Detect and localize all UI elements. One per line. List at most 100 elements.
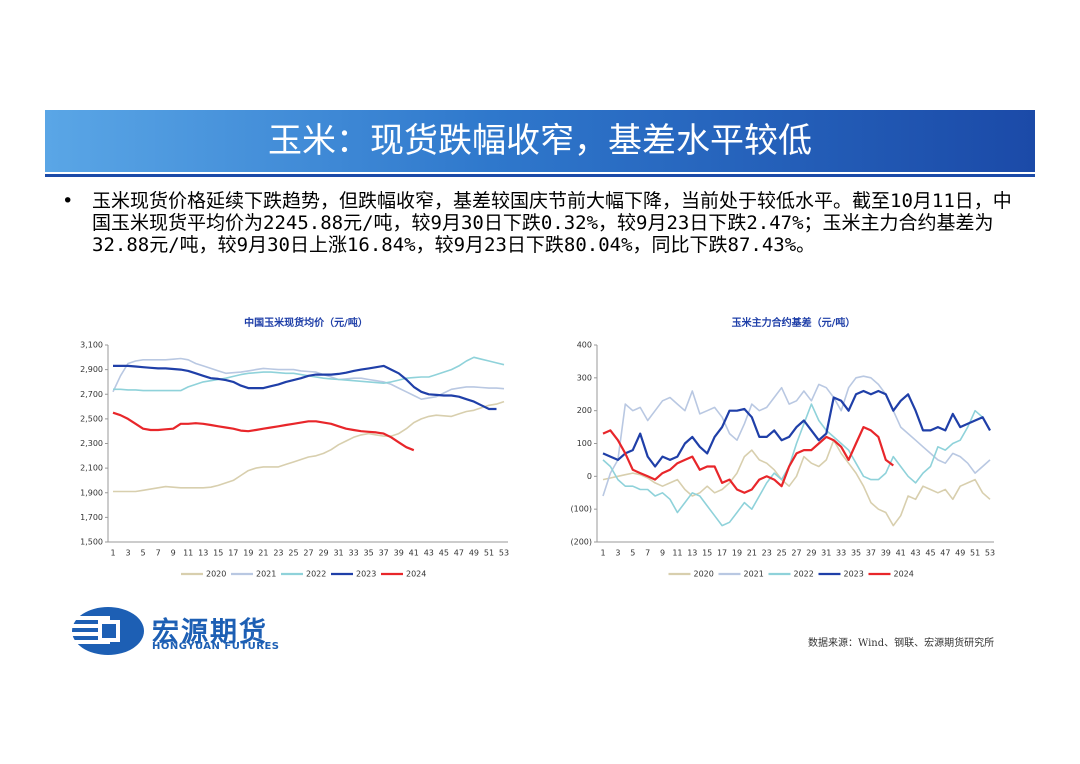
y-tick-label: 1,900: [80, 488, 103, 497]
chart-title: 中国玉米现货均价（元/吨）: [244, 316, 368, 329]
legend-label: 2020: [206, 570, 226, 579]
x-tick-label: 41: [896, 549, 906, 558]
legend-label: 2022: [794, 570, 814, 579]
y-tick-label: 2,900: [80, 365, 103, 374]
x-tick-label: 29: [806, 549, 816, 558]
title-banner: [45, 110, 1035, 172]
x-tick-label: 37: [379, 549, 389, 558]
series-line: [113, 364, 497, 411]
legend-label: 2024: [406, 570, 426, 579]
logo-name: 宏源期货: [152, 617, 268, 648]
x-tick-label: 7: [645, 549, 650, 558]
x-tick-label: 23: [762, 549, 772, 558]
x-tick-label: 53: [499, 549, 509, 558]
x-tick-label: 49: [469, 549, 479, 558]
y-tick-label: 300: [577, 373, 592, 382]
logo-name-en: HONGYUAN FUTURES: [152, 641, 280, 652]
series-line: [113, 356, 505, 392]
x-tick-label: 25: [777, 549, 787, 558]
x-tick-label: 47: [454, 549, 464, 558]
banner-rule: [45, 174, 1035, 177]
x-tick-label: 39: [881, 549, 891, 558]
x-tick-label: 15: [213, 549, 223, 558]
x-tick-label: 45: [439, 549, 449, 558]
x-tick-label: 21: [747, 549, 757, 558]
logo-icon: [72, 607, 144, 655]
slide-title: 玉米：现货跌幅收窄，基差水平较低: [268, 121, 812, 161]
x-tick-label: 1: [600, 549, 605, 558]
x-tick-label: 35: [851, 549, 861, 558]
x-tick-label: 9: [660, 549, 665, 558]
legend-label: 2024: [894, 570, 914, 579]
x-tick-label: 9: [171, 549, 176, 558]
x-tick-label: 53: [985, 549, 995, 558]
y-tick-label: (100): [570, 505, 592, 514]
x-tick-label: 45: [925, 549, 935, 558]
x-tick-label: 31: [333, 549, 343, 558]
x-tick-label: 3: [125, 549, 130, 558]
x-tick-label: 43: [424, 549, 434, 558]
x-tick-label: 15: [702, 549, 712, 558]
chart-title: 玉米主力合约基差（元/吨）: [732, 316, 856, 329]
x-tick-label: 13: [198, 549, 208, 558]
x-tick-label: 11: [672, 549, 682, 558]
legend-label: 2022: [306, 570, 326, 579]
x-tick-label: 47: [940, 549, 950, 558]
x-tick-label: 51: [484, 549, 494, 558]
x-tick-label: 41: [409, 549, 419, 558]
x-tick-label: 25: [288, 549, 298, 558]
legend-label: 2021: [744, 570, 764, 579]
y-tick-label: 2,500: [80, 414, 103, 423]
y-tick-label: 2,100: [80, 464, 103, 473]
x-tick-label: 27: [791, 549, 801, 558]
x-tick-label: 21: [258, 549, 268, 558]
x-tick-label: 31: [821, 549, 831, 558]
x-tick-label: 35: [364, 549, 374, 558]
x-tick-label: 49: [955, 549, 965, 558]
x-tick-label: 5: [630, 549, 635, 558]
y-tick-label: 200: [577, 406, 592, 415]
x-tick-label: 37: [866, 549, 876, 558]
x-tick-label: 43: [910, 549, 920, 558]
bullet-text: 玉米现货价格延续下跌趋势，但跌幅收窄，基差较国庆节前大幅下降，当前处于较低水平。…: [92, 190, 1012, 256]
x-tick-label: 1: [110, 549, 115, 558]
x-tick-label: 33: [349, 549, 359, 558]
legend-label: 2023: [356, 570, 376, 579]
x-tick-label: 7: [156, 549, 161, 558]
x-tick-label: 27: [303, 549, 313, 558]
series-line: [602, 375, 991, 497]
x-tick-label: 33: [836, 549, 846, 558]
y-tick-label: 1,500: [80, 538, 103, 547]
x-tick-label: 19: [732, 549, 742, 558]
y-tick-label: 100: [577, 439, 592, 448]
y-tick-label: (200): [570, 538, 592, 547]
y-tick-label: 400: [577, 341, 592, 350]
bullet-point: • 玉米现货价格延续下跌趋势，但跌幅收窄，基差较国庆节前大幅下降，当前处于较低水平…: [62, 190, 1022, 256]
y-tick-label: 1,700: [80, 513, 103, 522]
x-tick-label: 23: [273, 549, 283, 558]
series-line: [113, 400, 505, 493]
x-tick-label: 17: [228, 549, 238, 558]
x-tick-label: 5: [141, 549, 146, 558]
series-line: [112, 411, 415, 452]
x-tick-label: 29: [318, 549, 328, 558]
legend-label: 2020: [694, 570, 714, 579]
series-line: [602, 426, 894, 494]
y-tick-label: 2,300: [80, 439, 103, 448]
x-tick-label: 17: [717, 549, 727, 558]
series-line: [602, 403, 991, 527]
x-tick-label: 51: [970, 549, 980, 558]
y-tick-label: 2,700: [80, 390, 103, 399]
series-line: [602, 439, 991, 527]
x-tick-label: 13: [687, 549, 697, 558]
legend-label: 2021: [256, 570, 276, 579]
y-tick-label: 3,100: [80, 341, 103, 350]
x-tick-label: 19: [243, 549, 253, 558]
x-tick-label: 39: [394, 549, 404, 558]
x-tick-label: 11: [183, 549, 193, 558]
source-note: 数据来源：Wind、钢联、宏源期货研究所: [808, 638, 995, 649]
series-line: [112, 357, 505, 400]
series-line: [602, 389, 991, 468]
